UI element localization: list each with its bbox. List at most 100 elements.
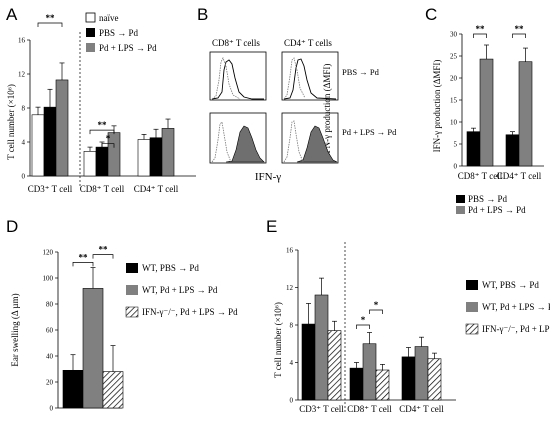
y-tick-label: 15 — [450, 97, 458, 105]
bar — [505, 134, 520, 167]
bar — [102, 371, 124, 409]
significance-bracket — [37, 22, 63, 27]
significance-bracket — [473, 33, 487, 38]
significance-marker: ** — [46, 13, 56, 23]
category-label: CD8⁺ T cell — [80, 184, 125, 194]
significance-marker: * — [106, 134, 111, 144]
legend-swatch-naive — [85, 12, 96, 23]
legend-label-naive: naïve — [99, 13, 119, 23]
significance-marker: * — [361, 315, 366, 325]
panel-a-legend: naïve PBS → Pd Pd + LPS → Pd — [85, 12, 157, 53]
y-tick-label: 0 — [50, 405, 54, 413]
y-tick-label: 20 — [450, 75, 458, 83]
y-tick-label: 8 — [22, 105, 26, 113]
legend-swatch-d-lps — [126, 285, 138, 295]
category-label: CD4⁺ T cell — [399, 404, 444, 414]
y-tick-label: 4 — [290, 359, 294, 367]
flow-ylabel: IFN-γ production (ΔMFI) — [322, 64, 332, 157]
legend-swatch-pbs — [86, 28, 95, 37]
legend-label-e-ifng: IFN-γ⁻/⁻, Pd + LPS → Pd — [482, 324, 550, 334]
y-tick-label: 25 — [450, 53, 458, 61]
significance-marker: * — [374, 300, 379, 310]
y-tick-label: 40 — [46, 353, 54, 361]
bar — [466, 131, 481, 167]
significance-bracket — [369, 309, 383, 314]
flow-frame-cd8-pbs — [209, 51, 267, 101]
legend-swatch-d-pbs — [126, 263, 138, 273]
y-tick-label: 10 — [450, 119, 458, 127]
bar — [55, 79, 69, 177]
legend-label-lps: Pd + LPS → Pd — [99, 43, 157, 53]
y-tick-label: 100 — [43, 275, 54, 283]
category-label: CD4⁺ T cell — [134, 184, 179, 194]
flow-row-label-lps: Pd + LPS → Pd — [342, 127, 397, 137]
legend-label-pbs: PBS → Pd — [99, 28, 139, 38]
legend-swatch-e-ifng — [465, 323, 479, 335]
bar — [349, 367, 364, 401]
legend-swatch-lps — [86, 43, 95, 52]
legend-swatch-e-lps — [466, 302, 478, 312]
significance-bracket — [101, 143, 115, 148]
panel-letter-e: E — [266, 217, 277, 236]
flow-isotype-cd8-pbs — [211, 57, 241, 100]
category-label: CD8⁺ T cell — [458, 171, 503, 181]
legend-label-d-ifng: IFN-γ⁻/⁻, Pd + LPS → Pd — [142, 307, 238, 317]
panel-letter-b: B — [197, 5, 208, 24]
y-tick-label: 5 — [454, 141, 458, 149]
bar — [362, 343, 377, 401]
bar — [327, 330, 342, 401]
y-tick-label: 60 — [46, 327, 54, 335]
bar — [83, 151, 97, 177]
significance-marker: ** — [476, 24, 486, 34]
significance-bracket — [512, 33, 526, 38]
flow-histogram-cd8-pbs — [211, 59, 264, 100]
bar — [149, 137, 163, 177]
legend-swatch-c-pbs — [456, 195, 465, 203]
y-tick-label: 120 — [43, 249, 54, 257]
panel-d-chart: Ear swelling (Δ µm) 0 20 40 60 80 100 120 ** ** — [10, 245, 124, 413]
flow-frame-cd8-lps — [209, 112, 267, 164]
panel-d-legend: WT, PBS → Pd WT, Pd + LPS → Pd IFN-γ⁻/⁻,… — [125, 263, 238, 318]
flow-histogram-cd4-lps — [296, 125, 338, 163]
significance-marker: ** — [515, 24, 525, 34]
bar — [518, 61, 533, 167]
y-tick-label: 80 — [46, 301, 54, 309]
flow-col-title-cd4: CD4⁺ T cells — [284, 38, 332, 48]
significance-marker: ** — [79, 252, 89, 262]
panel-a-chart: T cell number (×10⁶) 0 4 8 12 16 CD3⁺ T cell C… — [6, 13, 196, 194]
legend-swatch-c-lps — [456, 206, 465, 214]
flow-xlabel: IFN-γ — [255, 171, 281, 183]
flow-frame-cd4-pbs — [281, 51, 339, 101]
flow-isotype-cd4-pbs — [283, 57, 306, 100]
bar — [43, 106, 57, 177]
panel-d-ylabel: Ear swelling (Δ µm) — [10, 293, 20, 366]
y-tick-label: 0 — [22, 173, 26, 181]
legend-label-d-pbs: WT, PBS → Pd — [142, 263, 199, 273]
category-label: CD3⁺ T cell — [28, 184, 73, 194]
bar — [375, 369, 390, 401]
legend-swatch-e-pbs — [466, 280, 478, 290]
flow-frame-cd4-lps — [281, 112, 339, 164]
legend-swatch-d-ifng — [125, 306, 139, 318]
y-tick-label: 0 — [290, 397, 294, 405]
y-tick-label: 16 — [18, 37, 26, 45]
panel-e-legend: WT, PBS → Pd WT, Pd + LPS → Pd IFN-γ⁻/⁻,… — [465, 280, 550, 335]
flow-isotype-cd8-lps — [211, 121, 232, 163]
bar — [161, 128, 175, 177]
bar — [427, 358, 442, 401]
legend-label-d-lps: WT, Pd + LPS → Pd — [142, 285, 218, 295]
panel-c-chart: IFN-γ production (ΔMFI) 0 5 10 15 20 25 30 CD8⁺… — [432, 24, 544, 181]
panel-b-flow: CD8⁺ T cells CD4⁺ T cells PBS → Pd Pd + … — [209, 38, 397, 183]
category-label: CD3⁺ T cell — [299, 404, 344, 414]
significance-bracket — [356, 324, 370, 329]
legend-label-e-pbs: WT, PBS → Pd — [482, 280, 539, 290]
panel-a-ylabel: T cell number (×10⁶) — [6, 84, 16, 160]
y-tick-label: 4 — [22, 139, 26, 147]
flow-isotype-cd4-lps — [283, 120, 304, 163]
category-label: CD4⁺ T cell — [497, 171, 542, 181]
flow-histogram-cd8-lps — [225, 125, 265, 163]
bar — [62, 369, 84, 409]
panel-letter-a: A — [6, 5, 18, 24]
y-tick-label: 30 — [450, 31, 458, 39]
